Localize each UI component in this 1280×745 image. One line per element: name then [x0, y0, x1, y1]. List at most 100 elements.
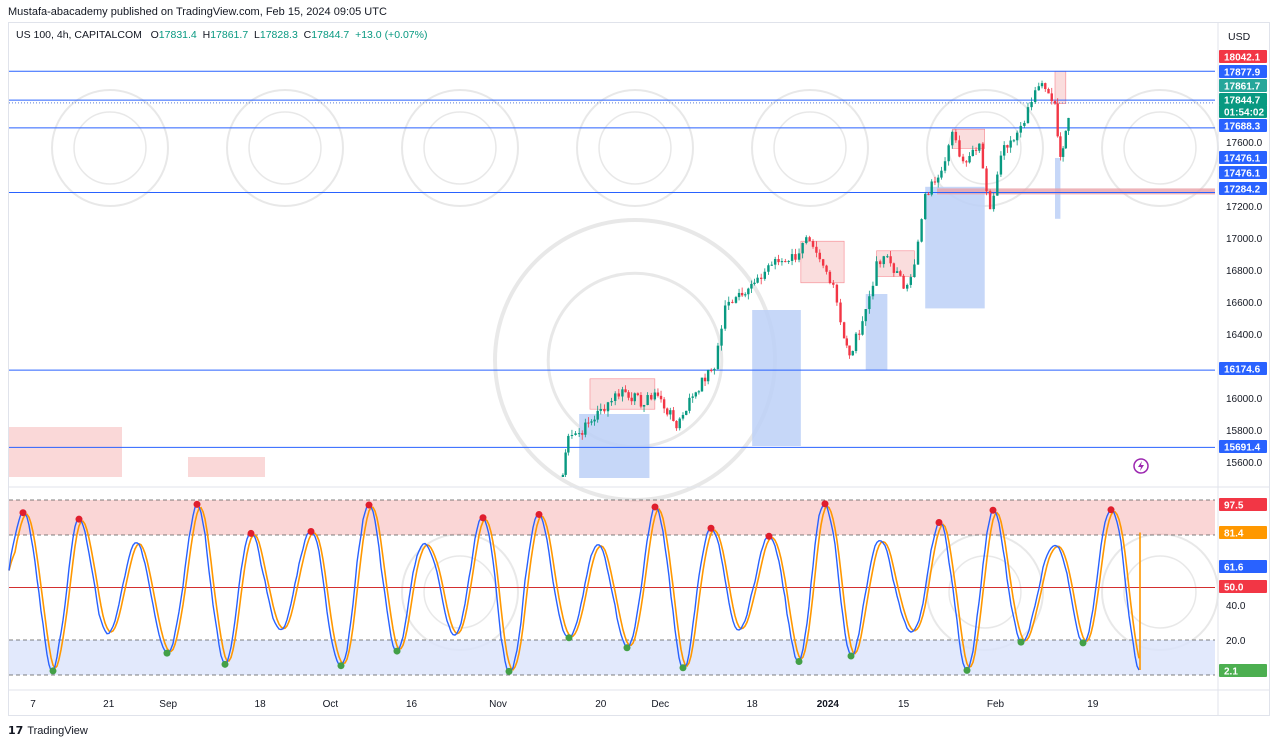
price-tag: 17877.9 — [1219, 65, 1267, 79]
candle-body — [988, 191, 992, 210]
candle-body — [943, 161, 947, 171]
candle-body — [825, 265, 828, 272]
overbought-zone — [9, 500, 1215, 535]
candle-body — [723, 305, 727, 329]
price-tick-label: 15600.0 — [1226, 458, 1263, 469]
stoch-trough-dot — [1017, 638, 1025, 646]
supply-zone — [9, 427, 122, 477]
lightning-icon[interactable] — [1133, 458, 1149, 474]
price-tick-label: 17600.0 — [1226, 138, 1263, 149]
candle-body — [1059, 136, 1062, 157]
candle-body — [630, 397, 633, 402]
candle-body — [916, 241, 920, 265]
candle-body — [965, 161, 968, 163]
watermark-inner-ring — [73, 111, 147, 185]
price-tick-label: 16800.0 — [1226, 266, 1263, 277]
candle-body — [606, 402, 610, 412]
candle-body — [971, 149, 975, 156]
price-tag: 17844.7 — [1219, 93, 1267, 107]
date-tick-label: 16 — [406, 699, 418, 710]
zones-layer — [9, 70, 1215, 675]
candle-body — [646, 395, 649, 406]
date-tick-label: Oct — [323, 699, 339, 710]
candle-body — [627, 392, 630, 398]
price-tag-text: 16174.6 — [1224, 365, 1261, 376]
candle-body — [593, 419, 596, 422]
date-tick-label: 18 — [255, 699, 267, 710]
candle-body — [780, 261, 784, 263]
watermark-inner-ring — [1123, 111, 1197, 185]
candle-body — [927, 193, 930, 195]
candle-body — [744, 294, 747, 296]
price-tag-box — [1219, 166, 1267, 179]
candle-body — [564, 452, 567, 475]
close-value: 17844.7 — [311, 29, 350, 41]
low-value: 17828.3 — [259, 29, 298, 41]
candle-body — [697, 391, 701, 393]
candle-body — [985, 168, 988, 192]
candle-body — [653, 392, 657, 400]
price-tag: 17284.2 — [1219, 182, 1267, 196]
watermark-inner-ring — [948, 555, 1022, 629]
currency-label[interactable]: USD — [1228, 31, 1251, 43]
resistance-band — [937, 188, 1215, 195]
candle-body — [832, 282, 835, 285]
price-tag-box — [1219, 362, 1267, 375]
price-tag-text: 97.5 — [1224, 501, 1244, 512]
candle-body — [633, 393, 636, 402]
watermark-logo — [51, 89, 169, 207]
stoch-value-tag: 61.6 — [1219, 560, 1267, 574]
candle-body — [759, 277, 763, 279]
price-tag-box — [1219, 560, 1267, 573]
candle-body — [727, 301, 730, 306]
candle-body — [909, 277, 913, 285]
watermark-ring — [576, 89, 694, 207]
watermark-ring — [1101, 533, 1219, 651]
candle-body — [933, 181, 937, 183]
high-value: 17861.7 — [210, 29, 249, 41]
oversold-zone — [9, 640, 1215, 675]
watermark-ring — [751, 89, 869, 207]
candle-body — [570, 435, 574, 437]
candle-body — [1002, 145, 1006, 156]
price-tick-label: 15800.0 — [1226, 426, 1263, 437]
candle-body — [996, 174, 999, 196]
watermark-ring — [401, 89, 519, 207]
candle-body — [681, 414, 685, 419]
candle-body — [639, 395, 643, 407]
stoch-trough-dot — [221, 660, 229, 668]
open-label: O — [150, 29, 159, 41]
price-tag-box — [1219, 105, 1267, 118]
axis-layer: 15600.015800.016000.016200.016400.016600… — [9, 22, 1269, 716]
watermark-ring — [926, 89, 1044, 207]
candle-body — [773, 259, 777, 265]
candle-body — [851, 351, 854, 356]
candle-body — [763, 271, 767, 279]
candle-body — [937, 177, 940, 183]
candle-body — [688, 397, 691, 411]
date-tick-label: 21 — [103, 699, 115, 710]
candle-body — [587, 422, 590, 424]
symbol-name[interactable]: US 100, 4h, CAPITALCOM — [16, 29, 142, 41]
candle-body — [958, 140, 961, 157]
candle-body — [1015, 132, 1019, 141]
price-tag-box — [1219, 580, 1267, 593]
price-tag-text: 17877.9 — [1224, 68, 1261, 79]
price-tick-label: 16000.0 — [1226, 394, 1263, 405]
candle-body — [659, 395, 663, 400]
price-tag-text: 2.1 — [1224, 667, 1238, 678]
watermark-logo — [226, 89, 344, 207]
candle-body — [624, 389, 627, 393]
candle-body — [981, 143, 985, 169]
demand-zone — [752, 310, 801, 446]
price-tag: 18042.1 — [1219, 50, 1267, 64]
stoch-tick-label: 40.0 — [1226, 601, 1246, 612]
watermark-logo — [751, 89, 869, 207]
candle-body — [924, 193, 927, 220]
stoch-trough-dot — [623, 644, 631, 652]
tradingview-logo[interactable]: 17 TradingView — [8, 724, 88, 737]
candle-body — [669, 410, 672, 415]
stoch-trough-dot — [795, 658, 803, 666]
candle-body — [590, 421, 593, 423]
